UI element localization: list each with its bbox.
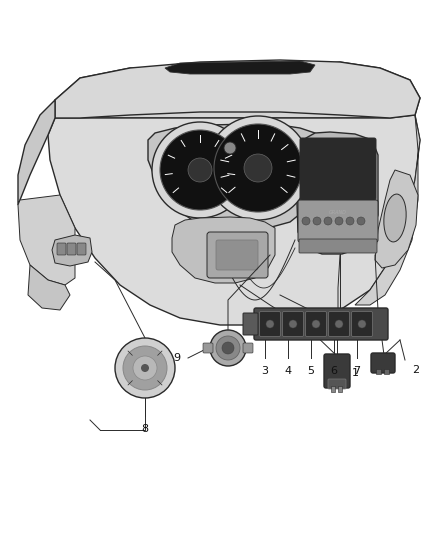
Polygon shape (55, 62, 420, 118)
Circle shape (206, 116, 310, 220)
FancyBboxPatch shape (384, 369, 389, 374)
FancyBboxPatch shape (243, 313, 258, 335)
Circle shape (312, 320, 320, 328)
Text: 6: 6 (331, 366, 338, 376)
Polygon shape (18, 100, 55, 205)
Circle shape (313, 217, 321, 225)
Polygon shape (55, 60, 420, 118)
Circle shape (222, 342, 234, 354)
Circle shape (141, 364, 149, 372)
Polygon shape (18, 195, 75, 285)
FancyBboxPatch shape (283, 311, 304, 336)
FancyBboxPatch shape (254, 308, 388, 340)
Polygon shape (375, 170, 418, 268)
Circle shape (210, 330, 246, 366)
Circle shape (335, 320, 343, 328)
Circle shape (358, 320, 366, 328)
FancyBboxPatch shape (243, 343, 253, 353)
Circle shape (133, 356, 157, 380)
FancyBboxPatch shape (371, 353, 395, 373)
Polygon shape (355, 115, 420, 305)
FancyBboxPatch shape (216, 240, 258, 270)
Circle shape (214, 124, 302, 212)
Circle shape (123, 346, 167, 390)
FancyBboxPatch shape (299, 239, 377, 253)
Text: 8: 8 (141, 424, 148, 434)
FancyBboxPatch shape (298, 200, 378, 242)
FancyBboxPatch shape (338, 386, 342, 392)
Text: 4: 4 (284, 366, 292, 376)
Circle shape (115, 338, 175, 398)
FancyBboxPatch shape (376, 369, 381, 374)
Polygon shape (52, 235, 92, 266)
Text: GRAND: GRAND (329, 211, 347, 215)
Polygon shape (28, 265, 70, 310)
FancyBboxPatch shape (328, 379, 346, 389)
Circle shape (324, 217, 332, 225)
Circle shape (188, 158, 212, 182)
Polygon shape (165, 61, 315, 74)
Polygon shape (48, 115, 420, 325)
Circle shape (266, 320, 274, 328)
FancyBboxPatch shape (67, 243, 76, 255)
Text: 3: 3 (261, 366, 268, 376)
Circle shape (152, 122, 248, 218)
FancyBboxPatch shape (207, 232, 268, 278)
Text: 1: 1 (352, 368, 359, 378)
FancyBboxPatch shape (331, 386, 335, 392)
FancyBboxPatch shape (305, 311, 326, 336)
FancyBboxPatch shape (259, 311, 280, 336)
Polygon shape (172, 217, 275, 283)
FancyBboxPatch shape (328, 311, 350, 336)
Circle shape (224, 142, 236, 154)
Circle shape (160, 130, 240, 210)
Circle shape (244, 154, 272, 182)
Circle shape (289, 320, 297, 328)
FancyBboxPatch shape (77, 243, 86, 255)
Polygon shape (148, 124, 322, 230)
Text: 2: 2 (412, 365, 419, 375)
Circle shape (216, 336, 240, 360)
FancyBboxPatch shape (203, 343, 213, 353)
Circle shape (335, 217, 343, 225)
Polygon shape (296, 132, 378, 254)
Text: 9: 9 (173, 353, 180, 363)
FancyBboxPatch shape (352, 311, 372, 336)
Circle shape (357, 217, 365, 225)
FancyBboxPatch shape (324, 354, 350, 388)
Text: 7: 7 (353, 366, 360, 376)
FancyBboxPatch shape (300, 138, 376, 200)
FancyBboxPatch shape (57, 243, 66, 255)
Circle shape (346, 217, 354, 225)
Ellipse shape (384, 194, 406, 242)
Text: 5: 5 (307, 366, 314, 376)
Circle shape (302, 217, 310, 225)
